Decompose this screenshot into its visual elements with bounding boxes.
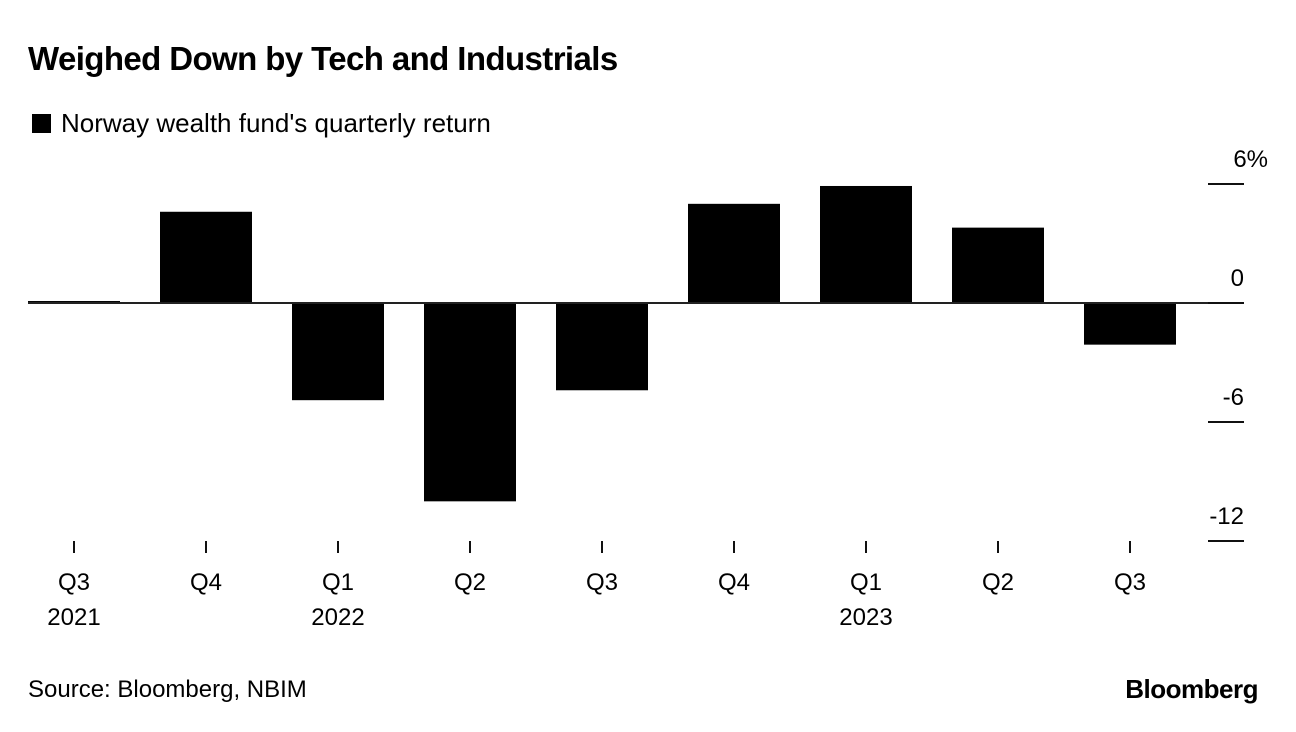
bar-q2-2022 xyxy=(424,303,516,502)
bar-q2-2023 xyxy=(952,227,1044,303)
y-tick-label: 0 xyxy=(1231,265,1244,292)
bar-q4-2021 xyxy=(160,211,252,303)
x-tick-year-label: 2022 xyxy=(311,604,364,631)
x-tick-label: Q4 xyxy=(190,569,222,596)
chart-title: Weighed Down by Tech and Industrials xyxy=(28,40,618,77)
x-tick-label: Q3 xyxy=(58,569,90,596)
bar-q1-2023 xyxy=(820,185,912,303)
x-tick-label: Q3 xyxy=(1114,569,1146,596)
x-tick-year-label: 2021 xyxy=(47,604,100,631)
x-axis: Q3 2021 Q4 Q1 2022 Q2 Q3 Q4 Q1 2023 Q2 Q3 xyxy=(47,541,1146,631)
y-tick-label: -6 xyxy=(1223,384,1244,411)
x-tick-label: Q1 xyxy=(850,569,882,596)
x-tick-label: Q3 xyxy=(586,569,618,596)
x-tick-label: Q4 xyxy=(718,569,750,596)
y-axis: 6% 0 -6 -12 xyxy=(1208,146,1268,542)
bar-q3-2022 xyxy=(556,303,648,391)
x-tick-label: Q2 xyxy=(982,569,1014,596)
y-tick-label: -12 xyxy=(1209,503,1244,530)
bloomberg-logo: Bloomberg xyxy=(1125,674,1258,704)
legend-label: Norway wealth fund's quarterly return xyxy=(61,108,491,138)
bar-q1-2022 xyxy=(292,303,384,401)
x-tick-label: Q2 xyxy=(454,569,486,596)
bars-group xyxy=(28,185,1176,502)
x-tick-label: Q1 xyxy=(322,569,354,596)
y-tick-label: 6% xyxy=(1233,146,1268,173)
source-note: Source: Bloomberg, NBIM xyxy=(28,676,307,703)
bar-q3-2023 xyxy=(1084,303,1176,345)
x-tick-year-label: 2023 xyxy=(839,604,892,631)
legend: Norway wealth fund's quarterly return xyxy=(32,108,491,139)
bar-q4-2022 xyxy=(688,203,780,303)
legend-swatch xyxy=(32,114,51,133)
